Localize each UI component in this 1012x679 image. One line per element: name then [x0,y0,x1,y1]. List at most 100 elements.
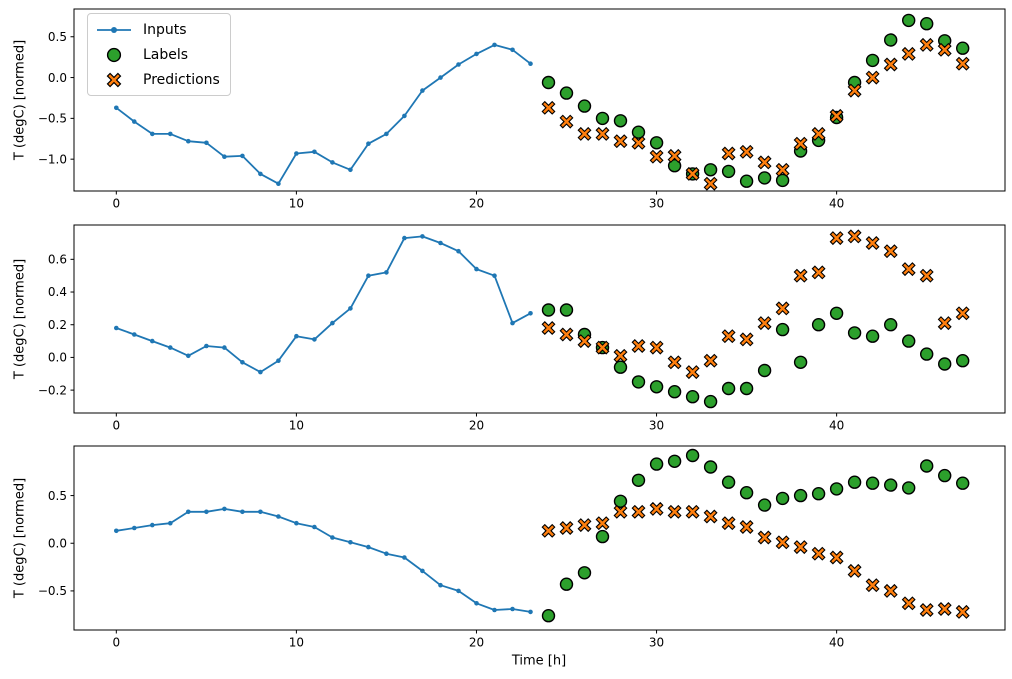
inputs-point-marker [132,332,137,337]
inputs-point-marker [276,514,281,519]
x-tick-label: 10 [289,636,304,650]
inputs-point-marker [240,153,245,159]
series-labels [541,303,970,409]
label-circle-marker [956,354,970,368]
inputs-point-marker [312,337,317,342]
prediction-x-marker [685,365,700,380]
label-circle-marker [884,33,898,47]
prediction-x-marker [541,321,556,335]
prediction-x-marker [793,268,808,283]
inputs-point-marker [240,509,245,515]
x-tick-label: 20 [469,636,484,650]
label-circle-marker [703,394,718,409]
label-circle-marker [757,171,772,185]
inputs-point-marker [330,320,335,326]
x-tick-label: 20 [469,197,484,211]
label-circle-marker [649,136,664,150]
inputs-point-marker [456,62,461,67]
y-axis-label-subplot-2: T (degC) [normed] [12,258,28,380]
inputs-point-marker [348,540,353,545]
y-tick-label: 0.0 [48,71,67,85]
prediction-x-marker [595,126,610,141]
x-tick-label: 30 [649,419,664,433]
series-predictions [541,501,970,619]
inputs-point-marker [402,235,407,241]
legend-label-labels: Labels [143,46,189,63]
label-circle-marker [757,498,772,512]
axes-frame [73,8,1006,192]
inputs-point-marker [132,525,137,531]
prediction-x-marker [829,550,844,565]
inputs-point-marker [492,607,497,613]
inputs-point-marker [510,606,515,612]
label-circle-marker [811,487,826,501]
inputs-point-marker [222,154,227,159]
inputs-point-marker [402,113,407,119]
label-circle-marker [541,609,556,623]
inputs-point-marker [474,266,479,272]
label-circle-marker [956,41,970,55]
y-tick-label: 0.0 [48,351,67,365]
prediction-x-marker [559,327,574,342]
inputs-point-marker [312,149,317,155]
label-circle-marker [667,158,682,173]
prediction-x-marker [595,340,610,355]
prediction-x-marker [631,135,646,150]
y-axis-label-subplot-3: T (degC) [normed] [12,477,28,599]
prediction-x-marker [739,144,754,159]
prediction-x-marker [703,509,718,524]
series-inputs [114,506,533,615]
y-tick-label: −0.5 [38,112,67,126]
label-circle-marker [793,488,808,503]
predictions-x-icon [94,71,134,89]
prediction-x-marker [937,602,952,616]
prediction-x-marker [739,520,754,534]
inputs-point-marker [528,311,533,316]
y-tick-label: 0.6 [48,253,67,267]
inputs-point-marker [204,140,209,146]
label-circle-marker [685,390,700,404]
label-circle-marker [595,111,610,126]
inputs-point-marker [402,555,407,560]
prediction-x-marker [919,603,934,617]
label-circle-marker [667,385,682,399]
label-circle-marker [577,99,592,113]
prediction-x-marker [577,334,592,349]
inputs-point-marker [294,151,299,156]
label-circle-marker [613,360,628,374]
legend-item-labels: Labels [94,42,220,67]
prediction-x-marker [559,521,574,535]
label-circle-marker [920,347,934,361]
inputs-point-marker [312,524,317,530]
x-tick-label: 40 [829,419,844,433]
inputs-line [115,44,532,185]
prediction-x-marker [955,306,970,321]
inputs-point-marker [258,369,263,375]
inputs-point-marker [384,270,389,275]
inputs-point-marker [348,306,353,311]
axes-frame [73,224,1006,414]
subplot-3: 0 10 20 30 40 0.5 0.0 −0.5 [38,445,1006,650]
x-tick-label: 40 [829,636,844,650]
inputs-point-marker [150,131,155,137]
prediction-x-marker [919,37,934,52]
label-circle-marker [739,381,754,396]
inputs-point-marker [168,345,173,350]
inputs-point-marker [384,551,389,556]
label-circle-marker [902,481,916,495]
y-tick-label: 0.0 [48,536,67,550]
label-circle-marker [920,459,934,473]
label-circle-marker [884,478,898,492]
legend-item-inputs: Inputs [94,17,220,42]
prediction-x-marker [595,516,610,531]
series-inputs [114,42,533,186]
inputs-point-marker [438,240,443,246]
label-circle-marker [920,17,934,31]
inputs-point-marker [276,358,281,364]
prediction-x-marker [883,57,898,72]
label-circle-marker [631,375,646,389]
prediction-x-marker [577,518,592,533]
inputs-point-marker [420,234,425,239]
